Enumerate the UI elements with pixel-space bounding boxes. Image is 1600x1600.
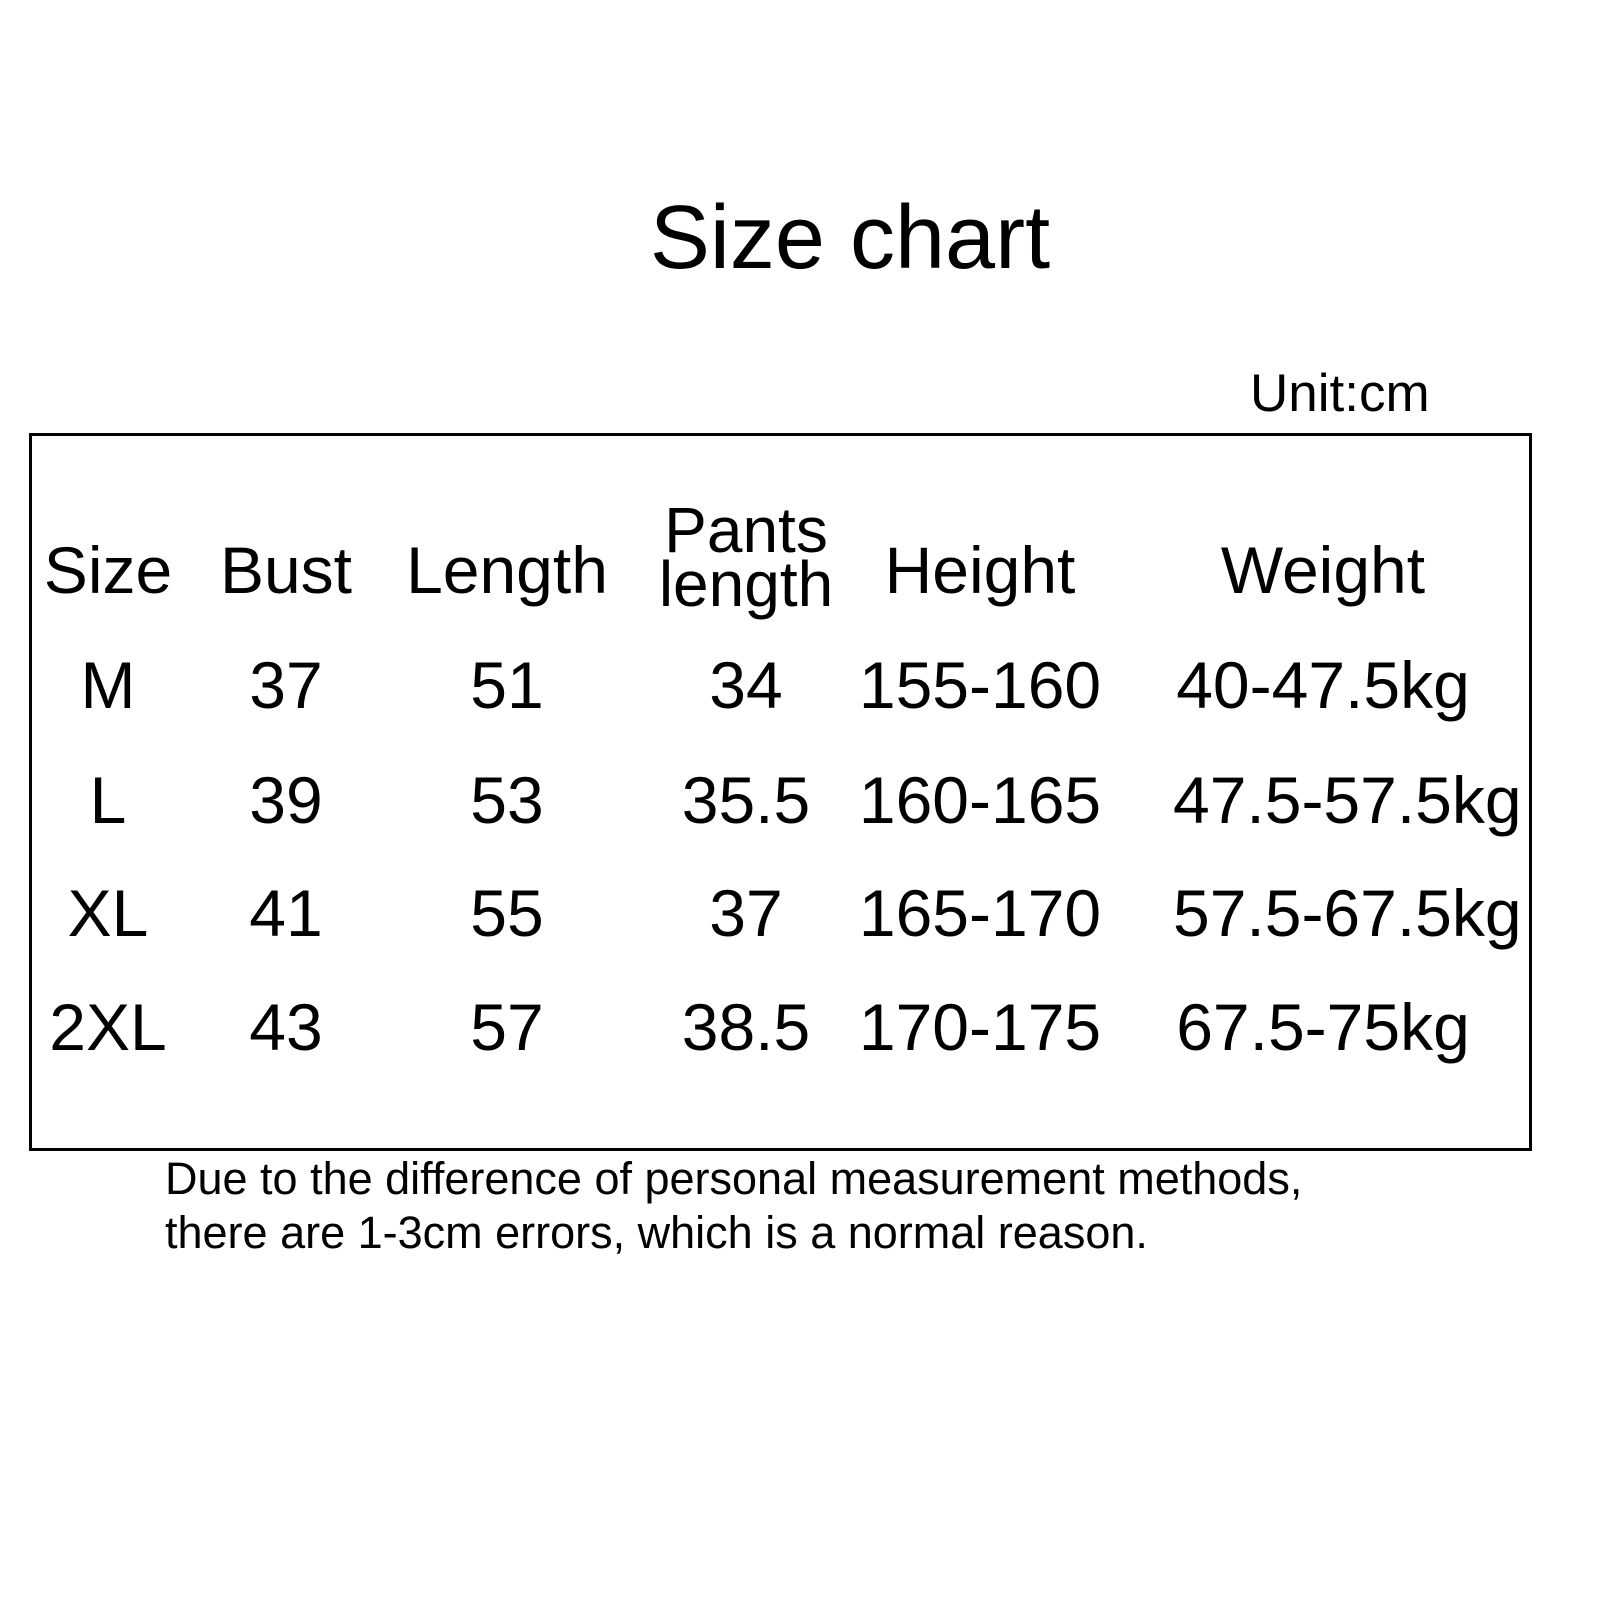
table-cell: 155-160	[858, 648, 1102, 722]
table-cell: M	[80, 648, 136, 722]
table-cell: XL	[67, 876, 149, 950]
note-line: there are 1-3cm errors, which is a norma…	[165, 1207, 1148, 1258]
column-header: Bust	[219, 533, 353, 607]
table-cell: L	[89, 763, 127, 837]
table-cell: 38.5	[681, 990, 811, 1064]
table-cell: 40-47.5kg	[1176, 648, 1470, 722]
table-cell: 37	[249, 648, 323, 722]
table-cell: 53	[470, 763, 544, 837]
column-header: Weight	[1220, 533, 1426, 607]
table-cell: 160-165	[858, 763, 1102, 837]
table-cell: 51	[470, 648, 544, 722]
page-title: Size chart	[649, 188, 1051, 288]
column-header: Length	[406, 533, 608, 607]
column-header: Height	[884, 533, 1076, 607]
table-cell: 2XL	[49, 990, 167, 1064]
column-header: Size	[43, 533, 173, 607]
table-cell: 39	[249, 763, 323, 837]
table-cell: 41	[249, 876, 323, 950]
table-cell: 35.5	[681, 763, 811, 837]
table-cell: 55	[470, 876, 544, 950]
table-cell: 57	[470, 990, 544, 1064]
unit-label: Unit:cm	[1250, 364, 1430, 423]
size-table-border	[29, 433, 1532, 1151]
column-header-line: length	[658, 548, 834, 620]
table-cell: 57.5-67.5kg	[1173, 876, 1522, 950]
measurement-note: Due to the difference of personal measur…	[165, 1152, 1302, 1260]
table-cell: 43	[249, 990, 323, 1064]
table-cell: 67.5-75kg	[1176, 990, 1470, 1064]
column-header-line: Pants	[664, 494, 828, 566]
table-cell: 37	[709, 876, 783, 950]
column-header: Pants length	[596, 494, 896, 620]
table-cell: 47.5-57.5kg	[1173, 763, 1522, 837]
note-line: Due to the difference of personal measur…	[165, 1153, 1303, 1204]
table-cell: 170-175	[858, 990, 1102, 1064]
table-cell: 34	[709, 648, 783, 722]
table-cell: 165-170	[858, 876, 1102, 950]
